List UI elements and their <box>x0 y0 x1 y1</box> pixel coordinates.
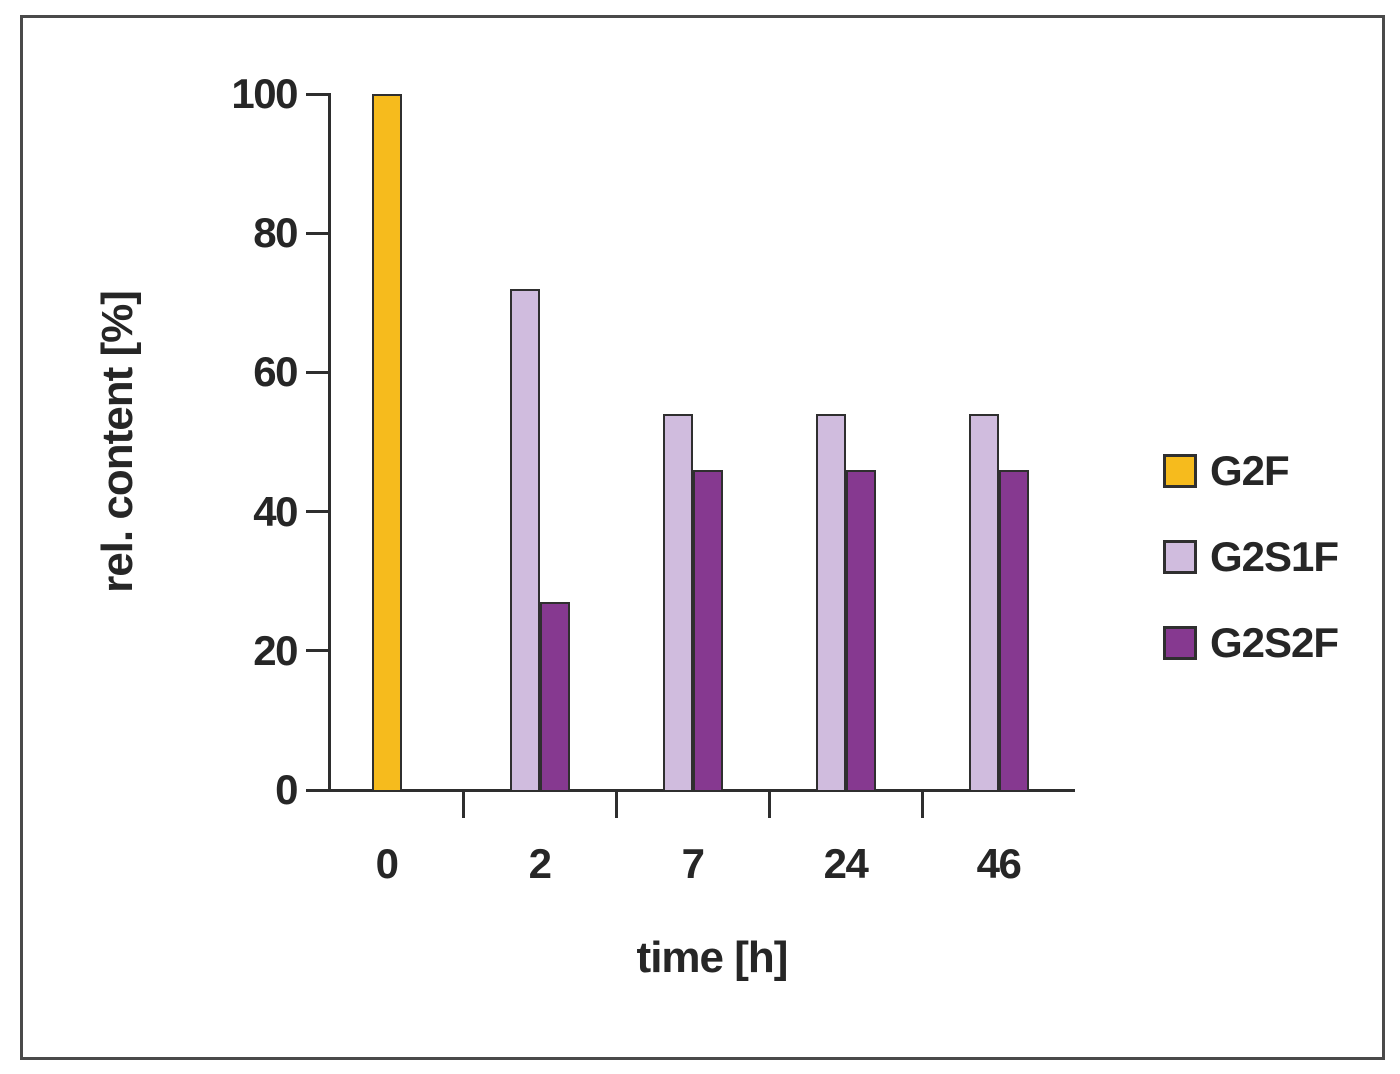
bar-g2s1f-2h <box>509 288 540 792</box>
bar-g2f-0h <box>371 94 402 792</box>
legend-swatch-g2s2f <box>1163 626 1197 660</box>
legend-swatch-g2f <box>1163 454 1197 488</box>
x-tick-label: 2 <box>528 840 552 887</box>
y-tick-label: 40 <box>253 487 298 535</box>
y-tick <box>306 370 330 374</box>
y-tick-label: 60 <box>253 348 298 396</box>
legend-label-g2f: G2F <box>1210 447 1290 494</box>
legend-label-g2s1f: G2S1F <box>1210 533 1339 580</box>
x-tick <box>461 792 465 818</box>
y-tick <box>306 92 330 96</box>
y-axis-title: rel. content [%] <box>93 291 142 593</box>
legend: G2F G2S1F G2S2F <box>1163 447 1339 710</box>
bar-g2s2f-7h <box>692 469 723 792</box>
y-tick <box>306 510 330 514</box>
y-tick-label: 100 <box>231 70 298 117</box>
legend-item-g2f: G2F <box>1163 447 1338 494</box>
figure-frame <box>20 15 1385 1060</box>
x-tick <box>920 792 924 818</box>
x-tick <box>614 792 618 818</box>
x-axis-title: time [h] <box>636 933 789 982</box>
y-tick <box>306 649 330 653</box>
legend-label-g2s2f: G2S2F <box>1210 619 1339 666</box>
x-tick <box>767 792 771 818</box>
y-tick <box>306 231 330 235</box>
y-axis-line <box>328 93 331 792</box>
bar-g2s1f-46h <box>968 414 999 792</box>
y-tick-label: 20 <box>253 626 298 674</box>
x-tick-label: 46 <box>976 840 1022 887</box>
x-tick-label: 7 <box>681 840 705 887</box>
bar-g2s1f-7h <box>662 414 693 792</box>
bar-g2s2f-24h <box>845 469 876 792</box>
x-tick-label: 0 <box>375 840 399 887</box>
y-tick-label: 0 <box>275 766 298 813</box>
legend-swatch-g2s1f <box>1163 540 1197 574</box>
x-tick-label: 24 <box>823 840 869 887</box>
y-tick-label: 80 <box>253 209 298 257</box>
bar-g2s2f-46h <box>998 469 1029 792</box>
legend-item-g2s2f: G2S2F <box>1163 619 1339 666</box>
bar-g2s2f-2h <box>539 602 570 792</box>
bar-g2s1f-24h <box>815 414 846 792</box>
legend-item-g2s1f: G2S1F <box>1163 533 1339 580</box>
